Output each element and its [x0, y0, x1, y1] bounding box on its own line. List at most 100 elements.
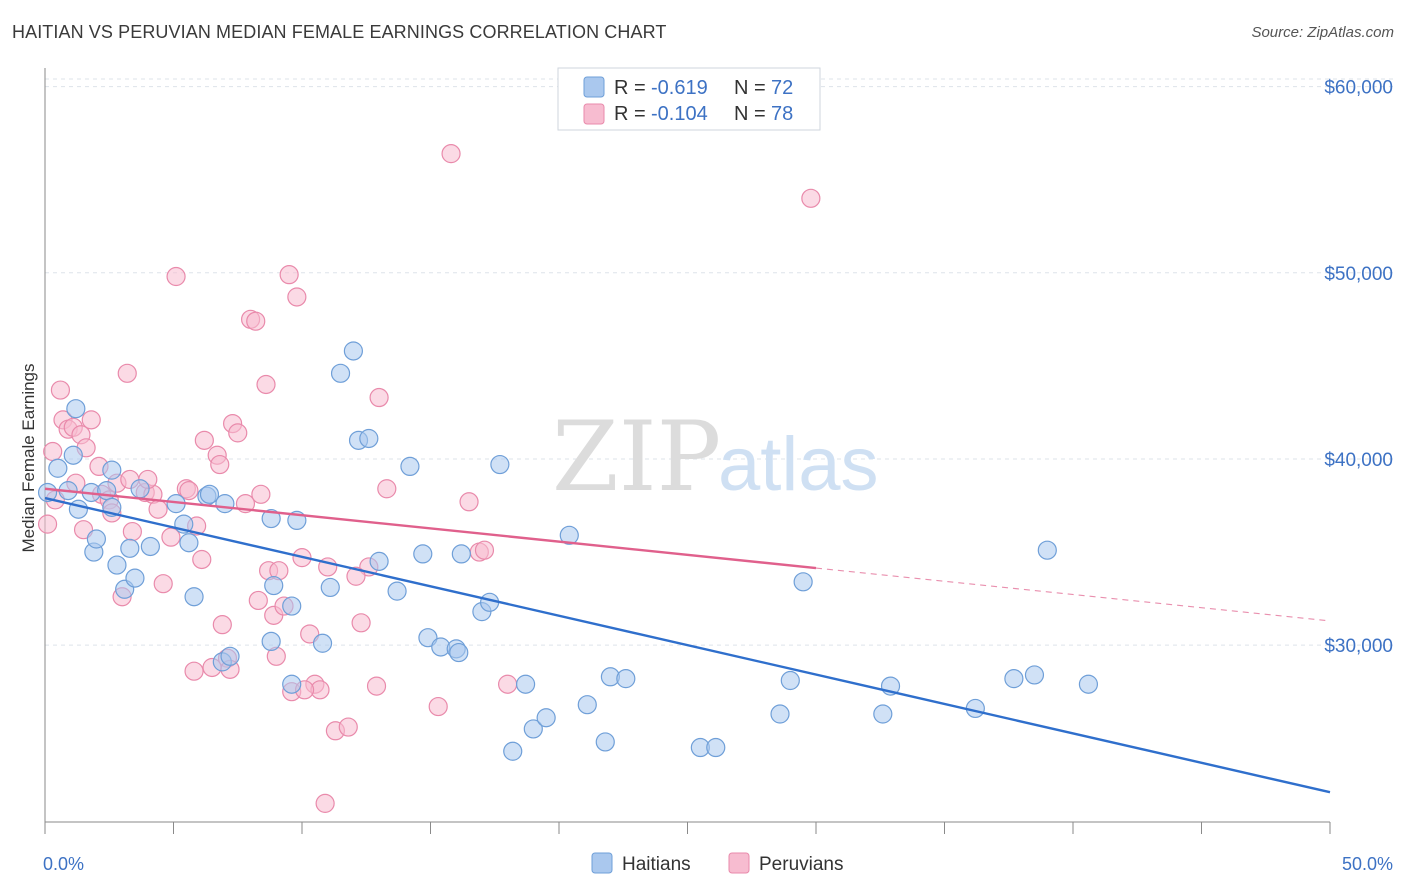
data-point-haitians [387, 581, 407, 601]
data-point-peruvians [73, 520, 94, 540]
y-tick-label: $30,000 [1324, 636, 1393, 657]
data-point-peruvians [210, 454, 230, 475]
axes [44, 68, 1331, 834]
watermark-atlas: atlas [718, 422, 879, 507]
chart-title: HAITIAN VS PERUVIAN MEDIAN FEMALE EARNIN… [12, 22, 667, 42]
data-point-haitians [1004, 669, 1024, 689]
gridlines [45, 78, 1395, 646]
data-point-peruvians [192, 549, 212, 570]
data-point-haitians [261, 631, 281, 652]
data-point-peruvians [428, 696, 448, 717]
data-point-haitians [282, 674, 302, 694]
data-point-haitians [179, 533, 199, 553]
data-point-peruvians [474, 540, 495, 560]
data-point-haitians [1078, 674, 1099, 694]
data-point-haitians [86, 529, 107, 549]
bottom-legend-peruvians-label: Peruvians [759, 854, 844, 875]
data-point-peruvians [366, 676, 387, 696]
data-point-peruvians [81, 410, 101, 430]
data-point-haitians [503, 741, 523, 761]
trend-line-peruvians [44, 487, 817, 570]
data-point-haitians [780, 670, 800, 691]
trend-line-haitians [44, 496, 1331, 794]
data-point-haitians [264, 575, 284, 596]
data-point-haitians [770, 704, 790, 724]
data-point-peruvians [179, 481, 199, 501]
y-tick-label: $60,000 [1324, 78, 1393, 99]
data-point-peruvians [194, 430, 214, 450]
data-point-haitians [1024, 665, 1045, 685]
data-point-haitians [616, 669, 636, 689]
data-point-haitians [523, 719, 543, 739]
data-point-peruvians [122, 521, 142, 542]
data-point-haitians [184, 587, 204, 607]
data-point-haitians [359, 428, 379, 449]
data-point-peruvians [377, 479, 397, 499]
data-point-peruvians [37, 514, 58, 534]
data-point-peruvians [246, 311, 266, 331]
data-point-peruvians [287, 287, 307, 307]
data-point-peruvians [300, 624, 320, 644]
data-point-haitians [66, 399, 86, 419]
data-point-peruvians [315, 793, 335, 813]
data-point-peruvians [346, 566, 366, 586]
data-point-haitians [343, 341, 363, 361]
data-point-haitians [68, 499, 89, 519]
legend-peruvians-swatch [583, 103, 605, 125]
bottom-legend: Haitians Peruvians [591, 852, 844, 875]
data-point-peruvians [351, 613, 371, 633]
data-point-haitians [48, 458, 68, 478]
data-point-haitians [577, 695, 597, 715]
data-point-haitians [559, 525, 579, 545]
y-tick-labels: $30,000 $40,000 $50,000 $60,000 [1324, 78, 1393, 658]
data-point-peruvians [212, 615, 232, 635]
legend-haitians-r-label: R = [614, 77, 646, 99]
legend-haitians-n-value: 72 [771, 77, 793, 99]
data-point-haitians [330, 363, 351, 383]
data-point-peruvians [148, 499, 168, 519]
data-point-peruvians [251, 484, 271, 504]
watermark: ZIP atlas [552, 401, 879, 513]
data-point-peruvians [43, 441, 63, 462]
data-point-haitians [418, 628, 438, 648]
data-point-peruvians [161, 527, 181, 547]
y-axis-title: Median Female Earnings [19, 364, 38, 553]
data-point-haitians [320, 577, 340, 598]
legend-haitians-n-label: N = [734, 77, 766, 99]
data-point-peruvians [338, 717, 358, 737]
data-point-haitians [400, 456, 420, 477]
data-point-peruvians [184, 661, 204, 681]
data-point-haitians [413, 544, 433, 564]
legend-haitians-r-value: -0.619 [651, 77, 708, 99]
legend-peruvians-n-label: N = [734, 103, 766, 125]
data-point-peruvians [801, 188, 821, 208]
legend: R = -0.619 N = 72 R = -0.104 N = 78 [557, 67, 821, 131]
legend-haitians-swatch [583, 76, 605, 98]
data-point-haitians [515, 674, 536, 694]
data-point-haitians [261, 508, 281, 529]
y-tick-label: $40,000 [1324, 450, 1393, 471]
data-point-peruvians [459, 492, 479, 512]
data-point-haitians [369, 551, 389, 571]
data-point-haitians [102, 460, 122, 480]
source-label: Source: ZipAtlas.com [1251, 24, 1394, 41]
y-tick-label: $50,000 [1324, 264, 1393, 285]
data-point-haitians [873, 704, 893, 724]
data-point-peruvians [256, 374, 276, 395]
data-point-haitians [140, 536, 160, 557]
data-point-haitians [312, 633, 333, 653]
data-point-haitians [220, 646, 240, 666]
bottom-legend-haitians-label: Haitians [622, 854, 691, 875]
data-point-peruvians [153, 574, 173, 594]
data-point-haitians [199, 484, 220, 504]
data-point-haitians [120, 538, 140, 558]
data-point-haitians [490, 454, 510, 475]
data-point-haitians [595, 732, 615, 752]
data-point-peruvians [369, 387, 389, 408]
legend-peruvians-r-value: -0.104 [651, 103, 708, 125]
legend-peruvians-r-label: R = [614, 103, 646, 125]
data-point-peruvians [248, 590, 268, 611]
data-point-haitians [282, 596, 302, 616]
data-point-haitians [449, 642, 469, 663]
